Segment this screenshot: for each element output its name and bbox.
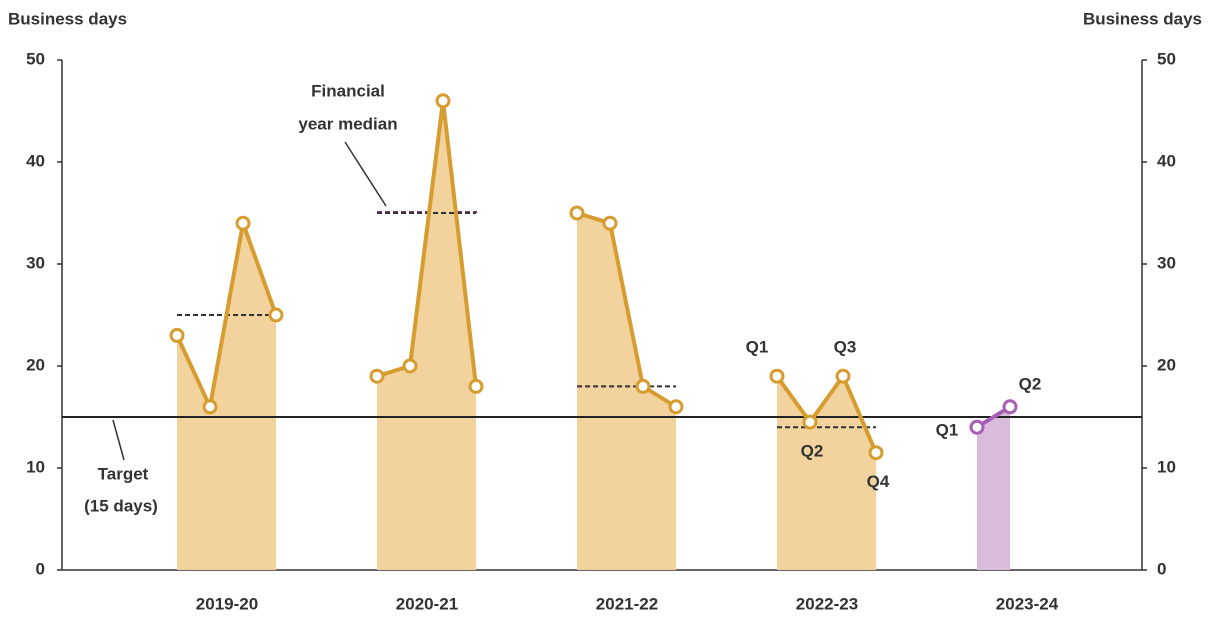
marker bbox=[769, 368, 785, 384]
marker bbox=[235, 215, 251, 231]
point-label: Q4 bbox=[867, 472, 890, 491]
marker bbox=[435, 93, 451, 109]
x-tick-label: 2021-22 bbox=[596, 594, 658, 613]
marker bbox=[969, 419, 985, 435]
pointer bbox=[344, 141, 387, 207]
y-tick-label: 40 bbox=[26, 151, 45, 170]
marker bbox=[668, 399, 684, 415]
area bbox=[777, 376, 876, 570]
marker bbox=[569, 205, 585, 221]
point-label: Q1 bbox=[936, 421, 959, 440]
y-tick-label: 10 bbox=[26, 457, 45, 476]
annotation: Target bbox=[98, 464, 149, 483]
y2-tick-label: 10 bbox=[1157, 457, 1176, 476]
pointer bbox=[112, 419, 125, 461]
area bbox=[577, 213, 676, 570]
x-tick-label: 2020-21 bbox=[396, 594, 458, 613]
marker bbox=[369, 368, 385, 384]
marker bbox=[468, 378, 484, 394]
line bbox=[576, 211, 678, 409]
x-tick-label: 2019-20 bbox=[196, 594, 258, 613]
marker bbox=[802, 414, 818, 430]
y-axis-label: Business days bbox=[8, 9, 127, 28]
y-tick-label: 20 bbox=[26, 355, 45, 374]
marker bbox=[268, 307, 284, 323]
line bbox=[175, 221, 278, 409]
annotation: year median bbox=[298, 114, 397, 133]
area bbox=[377, 100, 476, 571]
annotation: (15 days) bbox=[84, 496, 158, 515]
y2-tick-label: 30 bbox=[1157, 253, 1176, 272]
point-label: Q3 bbox=[834, 338, 857, 357]
y2-axis-label: Business days bbox=[1083, 9, 1202, 28]
line bbox=[376, 98, 478, 387]
annotation: Financial bbox=[311, 81, 385, 100]
point-label: Q2 bbox=[801, 442, 824, 461]
marker bbox=[169, 327, 185, 343]
y2-tick-label: 40 bbox=[1157, 151, 1176, 170]
marker bbox=[835, 368, 851, 384]
marker bbox=[402, 358, 418, 374]
area bbox=[177, 223, 276, 570]
area bbox=[977, 406, 1010, 570]
marker bbox=[868, 445, 884, 461]
y2-tick-label: 0 bbox=[1157, 559, 1166, 578]
point-label: Q2 bbox=[1019, 374, 1042, 393]
marker bbox=[1002, 399, 1018, 415]
y-tick-label: 50 bbox=[26, 49, 45, 68]
x-tick-label: 2022-23 bbox=[796, 594, 858, 613]
y-tick-label: 30 bbox=[26, 253, 45, 272]
x-tick-label: 2023-24 bbox=[996, 594, 1059, 613]
y2-tick-label: 50 bbox=[1157, 49, 1176, 68]
marker bbox=[602, 215, 618, 231]
line bbox=[775, 374, 878, 454]
marker bbox=[202, 399, 218, 415]
marker bbox=[635, 378, 651, 394]
point-label: Q1 bbox=[746, 338, 769, 357]
y2-tick-label: 20 bbox=[1157, 355, 1176, 374]
y-tick-label: 0 bbox=[36, 559, 45, 578]
